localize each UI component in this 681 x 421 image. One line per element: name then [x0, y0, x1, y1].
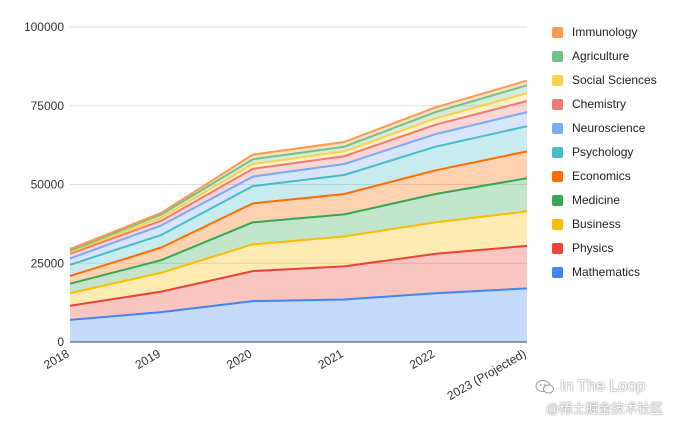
area-psychology — [70, 126, 527, 276]
legend-item-physics: Physics — [552, 236, 657, 260]
watermark-title: In The Loop — [560, 378, 646, 395]
legend-swatch — [552, 122, 563, 134]
legend-label: Chemistry — [572, 97, 627, 111]
legend-label: Business — [572, 217, 621, 231]
y-tick-label: 100000 — [24, 20, 64, 34]
area-physics — [70, 245, 527, 320]
legend-item-economics: Economics — [552, 164, 657, 188]
legend-swatch — [552, 170, 563, 182]
legend-swatch — [552, 26, 563, 38]
legend-swatch — [552, 146, 563, 158]
x-tick-label: 2021 — [316, 346, 346, 372]
area-immunology — [70, 80, 527, 251]
area-chemistry — [70, 101, 527, 259]
legend-label: Agriculture — [572, 49, 630, 63]
y-tick-label: 50000 — [31, 178, 65, 192]
line-neuroscience — [69, 111, 528, 260]
legend-label: Economics — [572, 169, 631, 183]
legend-item-business: Business — [552, 212, 657, 236]
legend-item-neuroscience: Neuroscience — [552, 116, 657, 140]
line-physics — [69, 244, 528, 307]
x-tick-label: 2019 — [133, 346, 163, 372]
watermark: In The Loop @稀土掘金技术社区 — [535, 378, 663, 417]
legend-label: Neuroscience — [572, 121, 646, 135]
line-agriculture — [69, 84, 528, 252]
legend-label: Medicine — [572, 193, 621, 207]
legend-item-mathematics: Mathematics — [552, 260, 657, 284]
area-mathematics — [70, 288, 527, 342]
x-tick-label: 2023 (Projected) — [445, 346, 529, 402]
x-tick-label: 2022 — [407, 346, 437, 372]
line-economics — [69, 150, 528, 277]
wechat-icon — [535, 380, 554, 394]
legend-label: Mathematics — [572, 265, 641, 279]
watermark-subtitle: @稀土掘金技术社区 — [546, 401, 664, 416]
area-neuroscience — [70, 112, 527, 265]
x-tick-label: 2018 — [41, 346, 71, 372]
legend-swatch — [552, 98, 563, 110]
legend-item-medicine: Medicine — [552, 188, 657, 212]
legend-swatch — [552, 194, 563, 206]
line-immunology — [69, 79, 528, 251]
line-chemistry — [69, 100, 528, 255]
legend-label: Psychology — [572, 145, 634, 159]
legend-swatch — [552, 266, 563, 278]
line-social-sciences — [69, 92, 528, 254]
line-psychology — [69, 125, 528, 266]
legend-item-psychology: Psychology — [552, 140, 657, 164]
y-tick-label: 75000 — [31, 99, 65, 113]
legend-label: Physics — [572, 241, 614, 255]
area-social-sciences — [70, 93, 527, 254]
series-areas — [70, 80, 527, 342]
legend-item-chemistry: Chemistry — [552, 92, 657, 116]
legend: Immunology Agriculture Social Sciences Chem… — [552, 20, 657, 284]
legend-label: Social Sciences — [572, 73, 657, 87]
area-business — [70, 211, 527, 306]
line-business — [69, 210, 528, 295]
x-tick-label: 2020 — [224, 346, 254, 372]
line-mathematics — [69, 287, 528, 321]
line-medicine — [69, 177, 528, 285]
legend-swatch — [552, 50, 563, 62]
legend-swatch — [552, 218, 563, 230]
legend-item-social-sciences: Social Sciences — [552, 68, 657, 92]
series-lines — [69, 79, 528, 321]
y-tick-label: 0 — [57, 335, 64, 349]
legend-swatch — [552, 74, 563, 86]
legend-label: Immunology — [572, 25, 638, 39]
legend-item-immunology: Immunology — [552, 20, 657, 44]
y-tick-label: 25000 — [31, 256, 65, 270]
area-agriculture — [70, 85, 527, 253]
area-medicine — [70, 178, 527, 294]
legend-item-agriculture: Agriculture — [552, 44, 657, 68]
legend-swatch — [552, 242, 563, 254]
